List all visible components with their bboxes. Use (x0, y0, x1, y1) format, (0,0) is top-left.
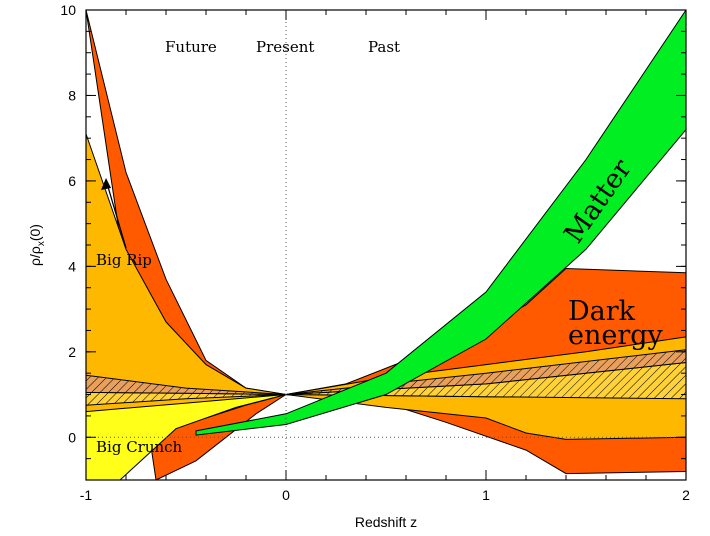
guide-lines (86, 10, 686, 480)
x-tick-label: 2 (682, 487, 690, 503)
label-dark: Dark (568, 296, 636, 327)
y-axis-title-main: ρ/ρ (27, 246, 43, 266)
x-axis-title: Redshift z (355, 514, 417, 530)
matter-band (195, 10, 686, 436)
y-axis-title: ρ/ρx(0) (27, 224, 47, 266)
y-axis-title-sub: x (36, 241, 47, 246)
y-axis-title-tail: (0) (27, 224, 43, 241)
label-past: Past (368, 38, 400, 56)
y-tick-label: 4 (68, 258, 76, 274)
x-tick-label: 0 (282, 487, 290, 503)
label-present: Present (256, 38, 314, 56)
label-big-rip: Big Rip (96, 251, 152, 269)
big-rip-arrow (105, 179, 127, 249)
y-tick-label: 2 (68, 344, 76, 360)
axes: -1 0 1 2 0 2 4 6 8 10 (60, 2, 690, 503)
big-rip-arrowhead (101, 178, 111, 190)
y-tick-label: 0 (68, 429, 76, 445)
label-big-crunch: Big Crunch (96, 438, 183, 456)
y-tick-label: 6 (68, 173, 76, 189)
label-future: Future (165, 38, 217, 56)
y-tick-label: 8 (68, 87, 76, 103)
y-tick-label: 10 (60, 2, 76, 18)
x-tick-label: 1 (482, 487, 490, 503)
x-tick-label: -1 (80, 487, 93, 503)
bands (86, 10, 686, 480)
label-energy: energy (568, 320, 664, 351)
